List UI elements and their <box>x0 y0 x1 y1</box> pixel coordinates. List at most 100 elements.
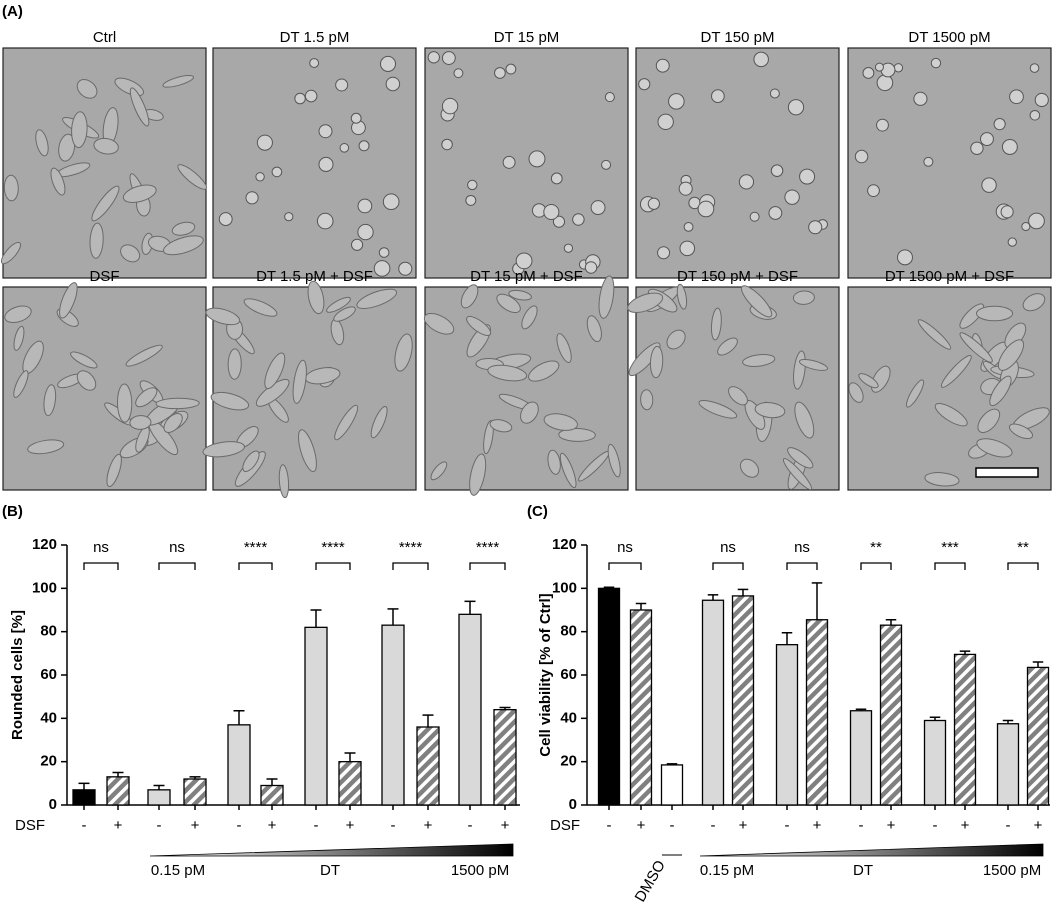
cell <box>676 283 688 310</box>
cell <box>1000 205 1014 219</box>
cell <box>496 293 521 314</box>
cell <box>738 174 755 190</box>
bar <box>260 784 284 806</box>
significance-label: ns <box>617 539 633 556</box>
cell <box>867 184 880 198</box>
cell <box>784 189 800 205</box>
cell <box>318 156 334 172</box>
cell <box>742 354 776 367</box>
cell <box>640 389 654 411</box>
cell <box>307 280 325 315</box>
cell <box>350 238 364 251</box>
cell <box>528 360 560 382</box>
cell <box>993 117 1006 131</box>
cell <box>740 285 773 318</box>
cell <box>959 303 985 329</box>
micrograph <box>212 47 417 279</box>
micrograph <box>635 47 840 279</box>
gradient-label: DT <box>320 862 340 879</box>
cell <box>657 246 671 260</box>
cell <box>423 313 455 335</box>
cell <box>710 307 722 341</box>
cell <box>547 449 561 475</box>
cell <box>106 453 122 488</box>
cell <box>278 464 290 499</box>
significance-label: ns <box>720 539 736 556</box>
cell <box>1028 212 1045 230</box>
cell <box>787 99 805 116</box>
x-tick-label: - <box>468 817 473 834</box>
x-tick-label: + <box>191 817 200 834</box>
cell <box>309 58 320 68</box>
image-title: DT 150 pM + DSF <box>677 268 798 285</box>
cell <box>304 89 318 103</box>
cell <box>210 391 250 411</box>
micrograph <box>424 47 629 279</box>
cell <box>930 57 942 69</box>
gradient-label: 0.15 pM <box>151 862 205 879</box>
y-tick-label: 120 <box>32 536 57 553</box>
bar <box>879 624 903 806</box>
cell <box>598 275 615 319</box>
bar <box>953 653 977 806</box>
cell <box>975 305 1014 322</box>
cell <box>0 241 22 265</box>
x-tick-label: + <box>501 817 510 834</box>
cell <box>697 200 715 218</box>
cell <box>70 351 98 369</box>
bar <box>227 724 251 806</box>
image-title: DT 1.5 pM <box>280 29 350 46</box>
cell <box>934 403 968 427</box>
cell <box>76 370 97 391</box>
cell <box>284 212 294 222</box>
cell <box>430 461 448 481</box>
x-tick-label: - <box>711 817 716 834</box>
bar <box>381 624 405 806</box>
cell <box>768 206 783 220</box>
cell <box>89 222 104 259</box>
gradient-label: 1500 pM <box>451 862 509 879</box>
x-tick-label: + <box>739 817 748 834</box>
row-label: DSF <box>550 817 580 834</box>
image-title: DSF <box>90 268 120 285</box>
cell <box>655 58 670 73</box>
dose-gradient <box>699 843 1044 857</box>
image-title: DT 150 pM <box>701 29 775 46</box>
significance-bracket <box>860 562 892 570</box>
cell <box>601 159 612 170</box>
cell <box>271 166 283 178</box>
cell <box>739 458 760 478</box>
x-tick-label: - <box>859 817 864 834</box>
bar <box>458 613 482 806</box>
y-tick-label: 20 <box>560 753 577 770</box>
cell <box>333 306 356 322</box>
gradient-label: 0.15 pM <box>700 862 754 879</box>
cell <box>893 63 904 73</box>
cell <box>379 55 397 72</box>
cell <box>370 406 388 439</box>
significance-bracket <box>786 562 818 570</box>
y-tick-label: 40 <box>560 709 577 726</box>
cell <box>728 386 748 406</box>
bar <box>338 761 362 806</box>
cell <box>316 212 334 230</box>
cell <box>483 420 494 455</box>
cell <box>1001 138 1018 155</box>
y-tick-label: 0 <box>49 796 57 813</box>
x-tick-label: + <box>1034 817 1043 834</box>
cell <box>465 194 477 206</box>
cell <box>242 450 260 473</box>
cell <box>318 124 333 139</box>
cell <box>350 112 362 124</box>
cell <box>638 78 651 91</box>
cell <box>385 76 401 92</box>
cell <box>298 429 317 473</box>
cell <box>243 298 278 317</box>
x-tick-label: + <box>268 817 277 834</box>
cell <box>558 427 596 442</box>
cell <box>782 458 813 491</box>
cell <box>378 247 390 258</box>
x-tick-label: - <box>1006 817 1011 834</box>
bar <box>701 599 725 806</box>
significance-label: ** <box>870 539 882 556</box>
